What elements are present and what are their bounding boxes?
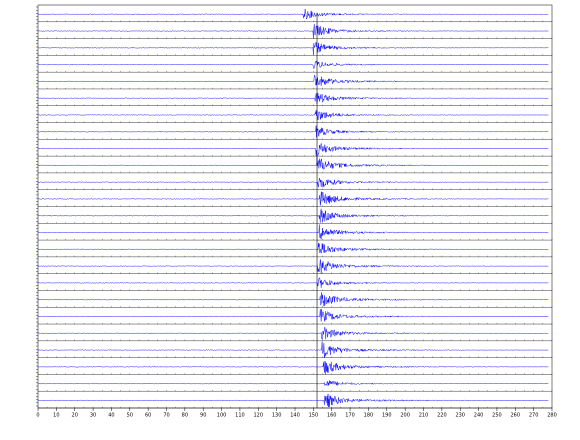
waveform: [37, 177, 549, 188]
x-tick-label: 70: [163, 413, 169, 419]
x-tick-label: 250: [492, 413, 502, 419]
waveform: [37, 224, 549, 240]
x-tick-label: 160: [327, 413, 337, 419]
x-tick-label: 240: [474, 413, 484, 419]
waveform: [37, 74, 549, 86]
x-tick-label: 150: [309, 413, 319, 419]
x-tick-label: 20: [72, 413, 78, 419]
waveform: [37, 277, 549, 288]
x-tick-label: 10: [53, 413, 59, 419]
waveform: [37, 8, 549, 21]
x-tick-label: 260: [511, 413, 521, 419]
x-tick-label: 180: [364, 413, 374, 419]
waveform: [37, 125, 549, 138]
waveform: [37, 308, 549, 322]
waveform: [37, 92, 549, 104]
waveform: [37, 143, 549, 157]
x-tick-label: 0: [36, 413, 39, 419]
x-tick-label: 90: [200, 413, 206, 419]
waveform: [37, 208, 549, 223]
waveform: [37, 243, 549, 254]
x-tick-label: 270: [529, 413, 539, 419]
waveform: [37, 60, 549, 70]
x-tick-label: 130: [272, 413, 282, 419]
waveform: [37, 292, 549, 307]
x-tick-label: 80: [182, 413, 188, 419]
x-tick-label: 110: [235, 413, 245, 419]
x-tick-label: 170: [345, 413, 355, 419]
waveform: [37, 156, 549, 170]
waveform: [37, 259, 549, 274]
x-tick-label: 120: [254, 413, 264, 419]
x-tick-label: 60: [145, 413, 151, 419]
waveform: [37, 393, 549, 408]
x-tick-label: 210: [419, 413, 429, 419]
waveform: [37, 326, 549, 340]
waveform: [37, 23, 549, 39]
x-tick-label: 30: [90, 413, 96, 419]
x-tick-label: 140: [290, 413, 300, 419]
x-tick-label: 280: [547, 413, 557, 419]
x-tick-label: 230: [455, 413, 465, 419]
x-tick-label: 190: [382, 413, 392, 419]
x-tick-label: 50: [127, 413, 133, 419]
x-tick-label: 100: [217, 413, 227, 419]
x-tick-label: 200: [400, 413, 410, 419]
waveform: [37, 110, 549, 120]
waveform: [37, 380, 549, 387]
waveform: [37, 41, 549, 55]
waveform: [37, 190, 549, 206]
x-tick-label: 220: [437, 413, 447, 419]
x-tick-label: 40: [108, 413, 114, 419]
waveform: [37, 361, 549, 375]
waveform: [37, 341, 549, 358]
